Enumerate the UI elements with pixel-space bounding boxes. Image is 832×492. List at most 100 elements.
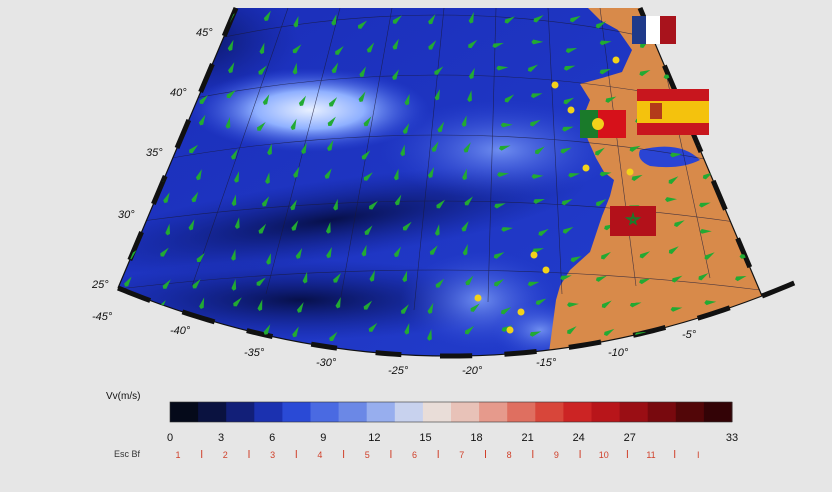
lon-label-minus20: -20° (462, 365, 483, 377)
wind-arrow (292, 326, 299, 338)
colorbar-tick-label: 3 (218, 432, 224, 444)
wind-arrow (165, 38, 173, 50)
colorbar-swatch (226, 402, 255, 422)
wind-arrow (196, 252, 205, 263)
wind-arrow (195, 169, 202, 181)
wind-arrow (400, 144, 405, 157)
wind-arrow (124, 276, 132, 287)
wind-arrow (531, 174, 544, 179)
beaufort-number: 10 (599, 450, 609, 460)
wind-arrow (393, 168, 399, 181)
wind-arrow (533, 14, 544, 23)
colorbar-swatch (282, 402, 311, 422)
wind-arrow (165, 223, 171, 236)
colorbar-swatch (591, 402, 621, 422)
wind-arrow (392, 15, 402, 24)
wind-arrow (331, 14, 337, 26)
beaufort-number: 11 (646, 450, 655, 460)
wind-speed-field (118, 8, 762, 357)
beaufort-number: 5 (365, 450, 370, 460)
wind-arrow (504, 94, 515, 103)
colorbar-swatch (619, 402, 649, 422)
wind-arrow (325, 222, 331, 234)
wind-arrow (731, 326, 742, 334)
colorbar-tick-label: 6 (269, 432, 275, 444)
beaufort-number: 1 (175, 450, 180, 460)
lat-label-30: 30° (118, 209, 135, 221)
wind-arrow (191, 191, 199, 203)
wind-arrow (124, 113, 130, 126)
wind-arrow (496, 65, 509, 71)
mediterranean-sea (639, 146, 700, 168)
wind-arrow (199, 95, 209, 104)
station-marker (506, 326, 514, 334)
colorbar-label: Vv(m/s) (106, 391, 140, 402)
wind-arrow (393, 246, 401, 258)
wind-arrow (392, 69, 399, 80)
wind-arrow (225, 117, 231, 129)
wind-arrow (258, 65, 267, 75)
wind-arrow (629, 302, 642, 308)
wind-arrow (427, 329, 432, 341)
wind-arrow (599, 40, 612, 46)
wind-arrow (531, 39, 544, 45)
wind-arrow (567, 302, 579, 308)
map-frame (117, 7, 796, 359)
wind-arrow (736, 306, 748, 313)
wind-arrow (402, 270, 408, 283)
wind-arrow (504, 16, 515, 24)
wind-arrow (428, 14, 436, 25)
wind-arrow (639, 278, 651, 285)
lon-label-minus35: -35° (244, 347, 265, 359)
wind-arrow (599, 171, 612, 177)
wind-arrow (188, 219, 195, 231)
lon-label-minus30: -30° (316, 357, 337, 369)
wind-arrow (261, 196, 270, 207)
colorbar-swatch (198, 402, 227, 422)
wind-arrow (369, 270, 375, 282)
station-marker (567, 106, 575, 114)
colorbar-tick-label: 33 (726, 432, 738, 444)
wind-arrow (639, 69, 651, 77)
beaufort-number: 4 (317, 450, 322, 460)
wind-arrow (119, 299, 129, 308)
wind-arrow (567, 326, 577, 335)
beaufort-number: 7 (459, 450, 464, 460)
colorbar-swatch (422, 402, 452, 422)
wind-arrow (436, 199, 446, 209)
wind-arrow (561, 198, 573, 206)
wind-arrow (266, 253, 271, 265)
wind-arrow (535, 146, 545, 155)
wind-arrow (741, 151, 754, 157)
colorbar-swatch (535, 402, 564, 422)
wind-arrow (162, 118, 171, 129)
wind-arrow (126, 14, 132, 27)
wind-arrow (293, 15, 299, 28)
lon-label-minus25: -25° (388, 365, 409, 377)
wind-arrow (670, 307, 683, 312)
colorbar-tick-label: 18 (470, 432, 482, 444)
wind-arrow (741, 38, 751, 48)
wind-arrow (704, 46, 716, 54)
wind-arrow (265, 172, 270, 184)
wind-arrow (328, 97, 338, 107)
wind-arrow (194, 61, 201, 74)
beaufort-label: Esc Bf (114, 449, 141, 459)
wind-arrow (228, 62, 235, 74)
wind-arrow (435, 278, 445, 288)
wind-arrow (431, 141, 439, 152)
colorbar-swatch (675, 402, 705, 422)
colorbar-swatch (310, 402, 340, 422)
lat-label-45: 45° (196, 27, 213, 39)
wind-arrow (302, 271, 308, 284)
wind-arrow (530, 93, 543, 99)
wind-arrow (527, 281, 540, 287)
wind-arrow (358, 20, 368, 29)
wind-arrow (324, 168, 332, 179)
wind-arrow (465, 275, 474, 286)
wind-arrow (700, 329, 711, 338)
wind-arrow (226, 329, 234, 341)
wind-arrow (668, 176, 679, 184)
wind-arrow (568, 172, 581, 178)
wind-arrow (404, 323, 410, 335)
